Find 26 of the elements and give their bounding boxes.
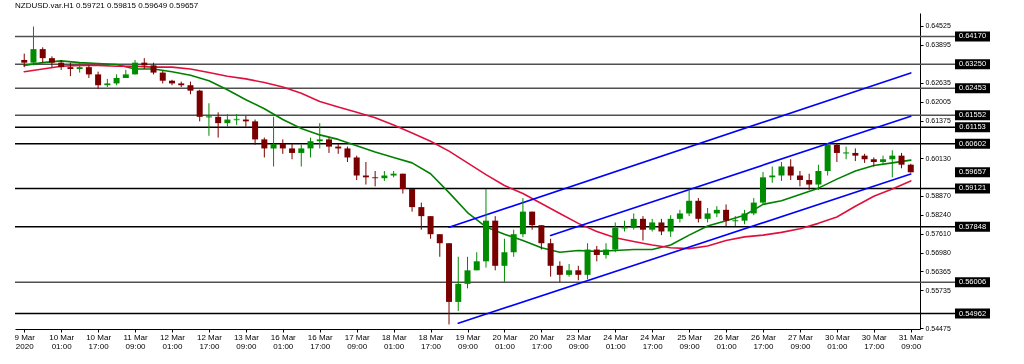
x-tick-label: 30 Mar 17:00 (861, 332, 888, 351)
x-tick-label: 10 Mar 01:00 (49, 332, 75, 351)
x-tick-label: 24 Mar 17:00 (640, 332, 666, 351)
x-tick-label: 11 Mar 09:00 (123, 332, 149, 351)
x-tick-label: 17 Mar 09:00 (344, 332, 370, 351)
x-tick-label: 20 Mar 17:00 (529, 332, 555, 351)
x-tick-label: 13 Mar 09:00 (233, 332, 260, 351)
x-tick-label: 18 Mar 17:00 (418, 332, 444, 351)
x-tick-label: 18 Mar 01:00 (381, 332, 407, 351)
x-tick-label: 31 Mar 09:00 (898, 332, 925, 351)
x-tick-label: 23 Mar 09:00 (566, 332, 592, 351)
x-tick-label: 30 Mar 01:00 (824, 332, 851, 351)
x-tick-label: 12 Mar 17:00 (196, 332, 223, 351)
x-tick-label: 26 Mar 01:00 (714, 332, 740, 351)
x-tick-label: 10 Mar 17:00 (86, 332, 112, 351)
x-tick-label: 20 Mar 01:00 (492, 332, 518, 351)
x-tick-label: 24 Mar 01:00 (603, 332, 629, 351)
x-tick-label: 19 Mar 09:00 (455, 332, 481, 351)
x-tick-label: 12 Mar 01:00 (160, 332, 186, 351)
x-tick-label: 16 Mar 01:00 (270, 332, 297, 351)
x-tick-label: 9 Mar 2020 (14, 332, 36, 351)
x-tick-label: 16 Mar 17:00 (307, 332, 334, 351)
x-tick-label: 25 Mar 09:00 (677, 332, 703, 351)
x-tick-label: 26 Mar 17:00 (751, 332, 777, 351)
x-tick-label: 27 Mar 09:00 (788, 332, 814, 351)
chart-title: NZDUSD.var.H1 0.59721 0.59815 0.59649 0.59657 (15, 1, 199, 10)
